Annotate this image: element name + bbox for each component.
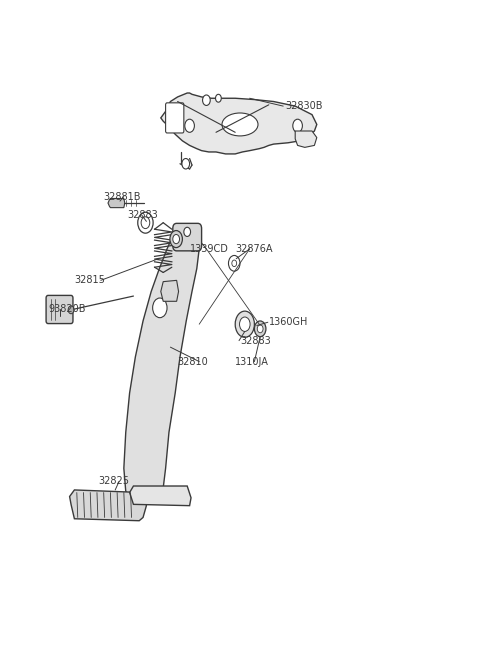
Circle shape: [203, 95, 210, 105]
FancyBboxPatch shape: [173, 223, 202, 251]
Polygon shape: [161, 280, 179, 301]
Text: 32881B: 32881B: [103, 191, 141, 202]
Text: 32825: 32825: [98, 476, 130, 487]
Polygon shape: [70, 490, 146, 521]
Ellipse shape: [222, 113, 258, 136]
Circle shape: [153, 298, 167, 318]
Circle shape: [68, 306, 74, 314]
Text: 32815: 32815: [74, 275, 105, 286]
Circle shape: [173, 234, 180, 244]
Circle shape: [293, 119, 302, 132]
Text: 1339CD: 1339CD: [190, 244, 228, 254]
Circle shape: [184, 227, 191, 236]
Circle shape: [138, 212, 153, 233]
Text: 93820B: 93820B: [48, 304, 85, 314]
Text: 32883: 32883: [127, 210, 158, 220]
Circle shape: [170, 231, 182, 248]
Circle shape: [257, 325, 263, 333]
Circle shape: [216, 94, 221, 102]
Polygon shape: [108, 198, 125, 208]
Circle shape: [182, 159, 190, 169]
Circle shape: [185, 119, 194, 132]
FancyBboxPatch shape: [166, 103, 184, 133]
Circle shape: [228, 255, 240, 271]
Circle shape: [240, 317, 250, 331]
Polygon shape: [161, 93, 317, 154]
Circle shape: [254, 321, 266, 337]
Circle shape: [141, 217, 150, 229]
Text: 1360GH: 1360GH: [269, 317, 308, 328]
Text: 1310JA: 1310JA: [235, 356, 269, 367]
Text: 32883: 32883: [240, 335, 271, 346]
Circle shape: [235, 311, 254, 337]
Polygon shape: [130, 486, 191, 506]
Polygon shape: [124, 236, 199, 501]
Polygon shape: [295, 131, 317, 147]
Text: 32876A: 32876A: [235, 244, 273, 254]
Text: 32810: 32810: [178, 356, 208, 367]
Text: 32830B: 32830B: [286, 101, 323, 111]
FancyBboxPatch shape: [46, 295, 73, 324]
Circle shape: [232, 260, 237, 267]
